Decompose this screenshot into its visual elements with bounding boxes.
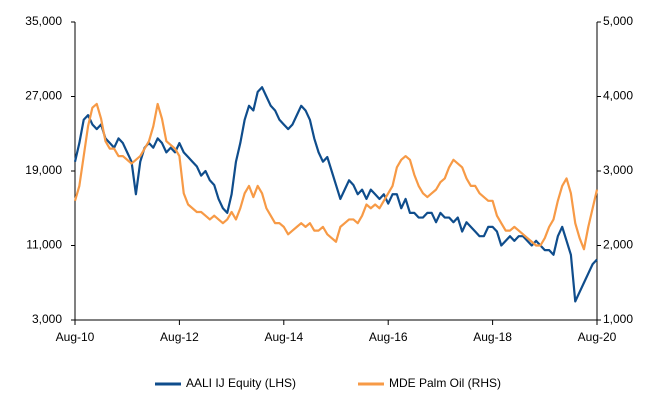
y2-tick-label: 1,000 xyxy=(603,312,633,326)
y-tick-label: 3,000 xyxy=(32,312,62,326)
x-tick-label: Aug-14 xyxy=(264,330,303,344)
legend-label: MDE Palm Oil (RHS) xyxy=(389,376,501,390)
legend-label: AALI IJ Equity (LHS) xyxy=(186,376,296,390)
y-tick-label: 11,000 xyxy=(26,238,62,252)
series-line xyxy=(73,86,598,303)
x-tick-label: Aug-20 xyxy=(578,330,617,344)
x-tick-label: Aug-18 xyxy=(473,330,512,344)
y2-tick-label: 2,000 xyxy=(603,238,633,252)
y-tick-label: 35,000 xyxy=(25,14,62,28)
y2-tick-label: 4,000 xyxy=(603,89,633,103)
y2-tick-label: 5,000 xyxy=(603,14,633,28)
x-tick-label: Aug-16 xyxy=(369,330,408,344)
x-tick-label: Aug-12 xyxy=(160,330,199,344)
y-tick-label: 27,000 xyxy=(25,89,62,103)
x-tick-label: Aug-10 xyxy=(56,330,95,344)
y-tick-label: 19,000 xyxy=(25,163,62,177)
series-line xyxy=(73,102,599,251)
y2-tick-label: 3,000 xyxy=(603,163,633,177)
